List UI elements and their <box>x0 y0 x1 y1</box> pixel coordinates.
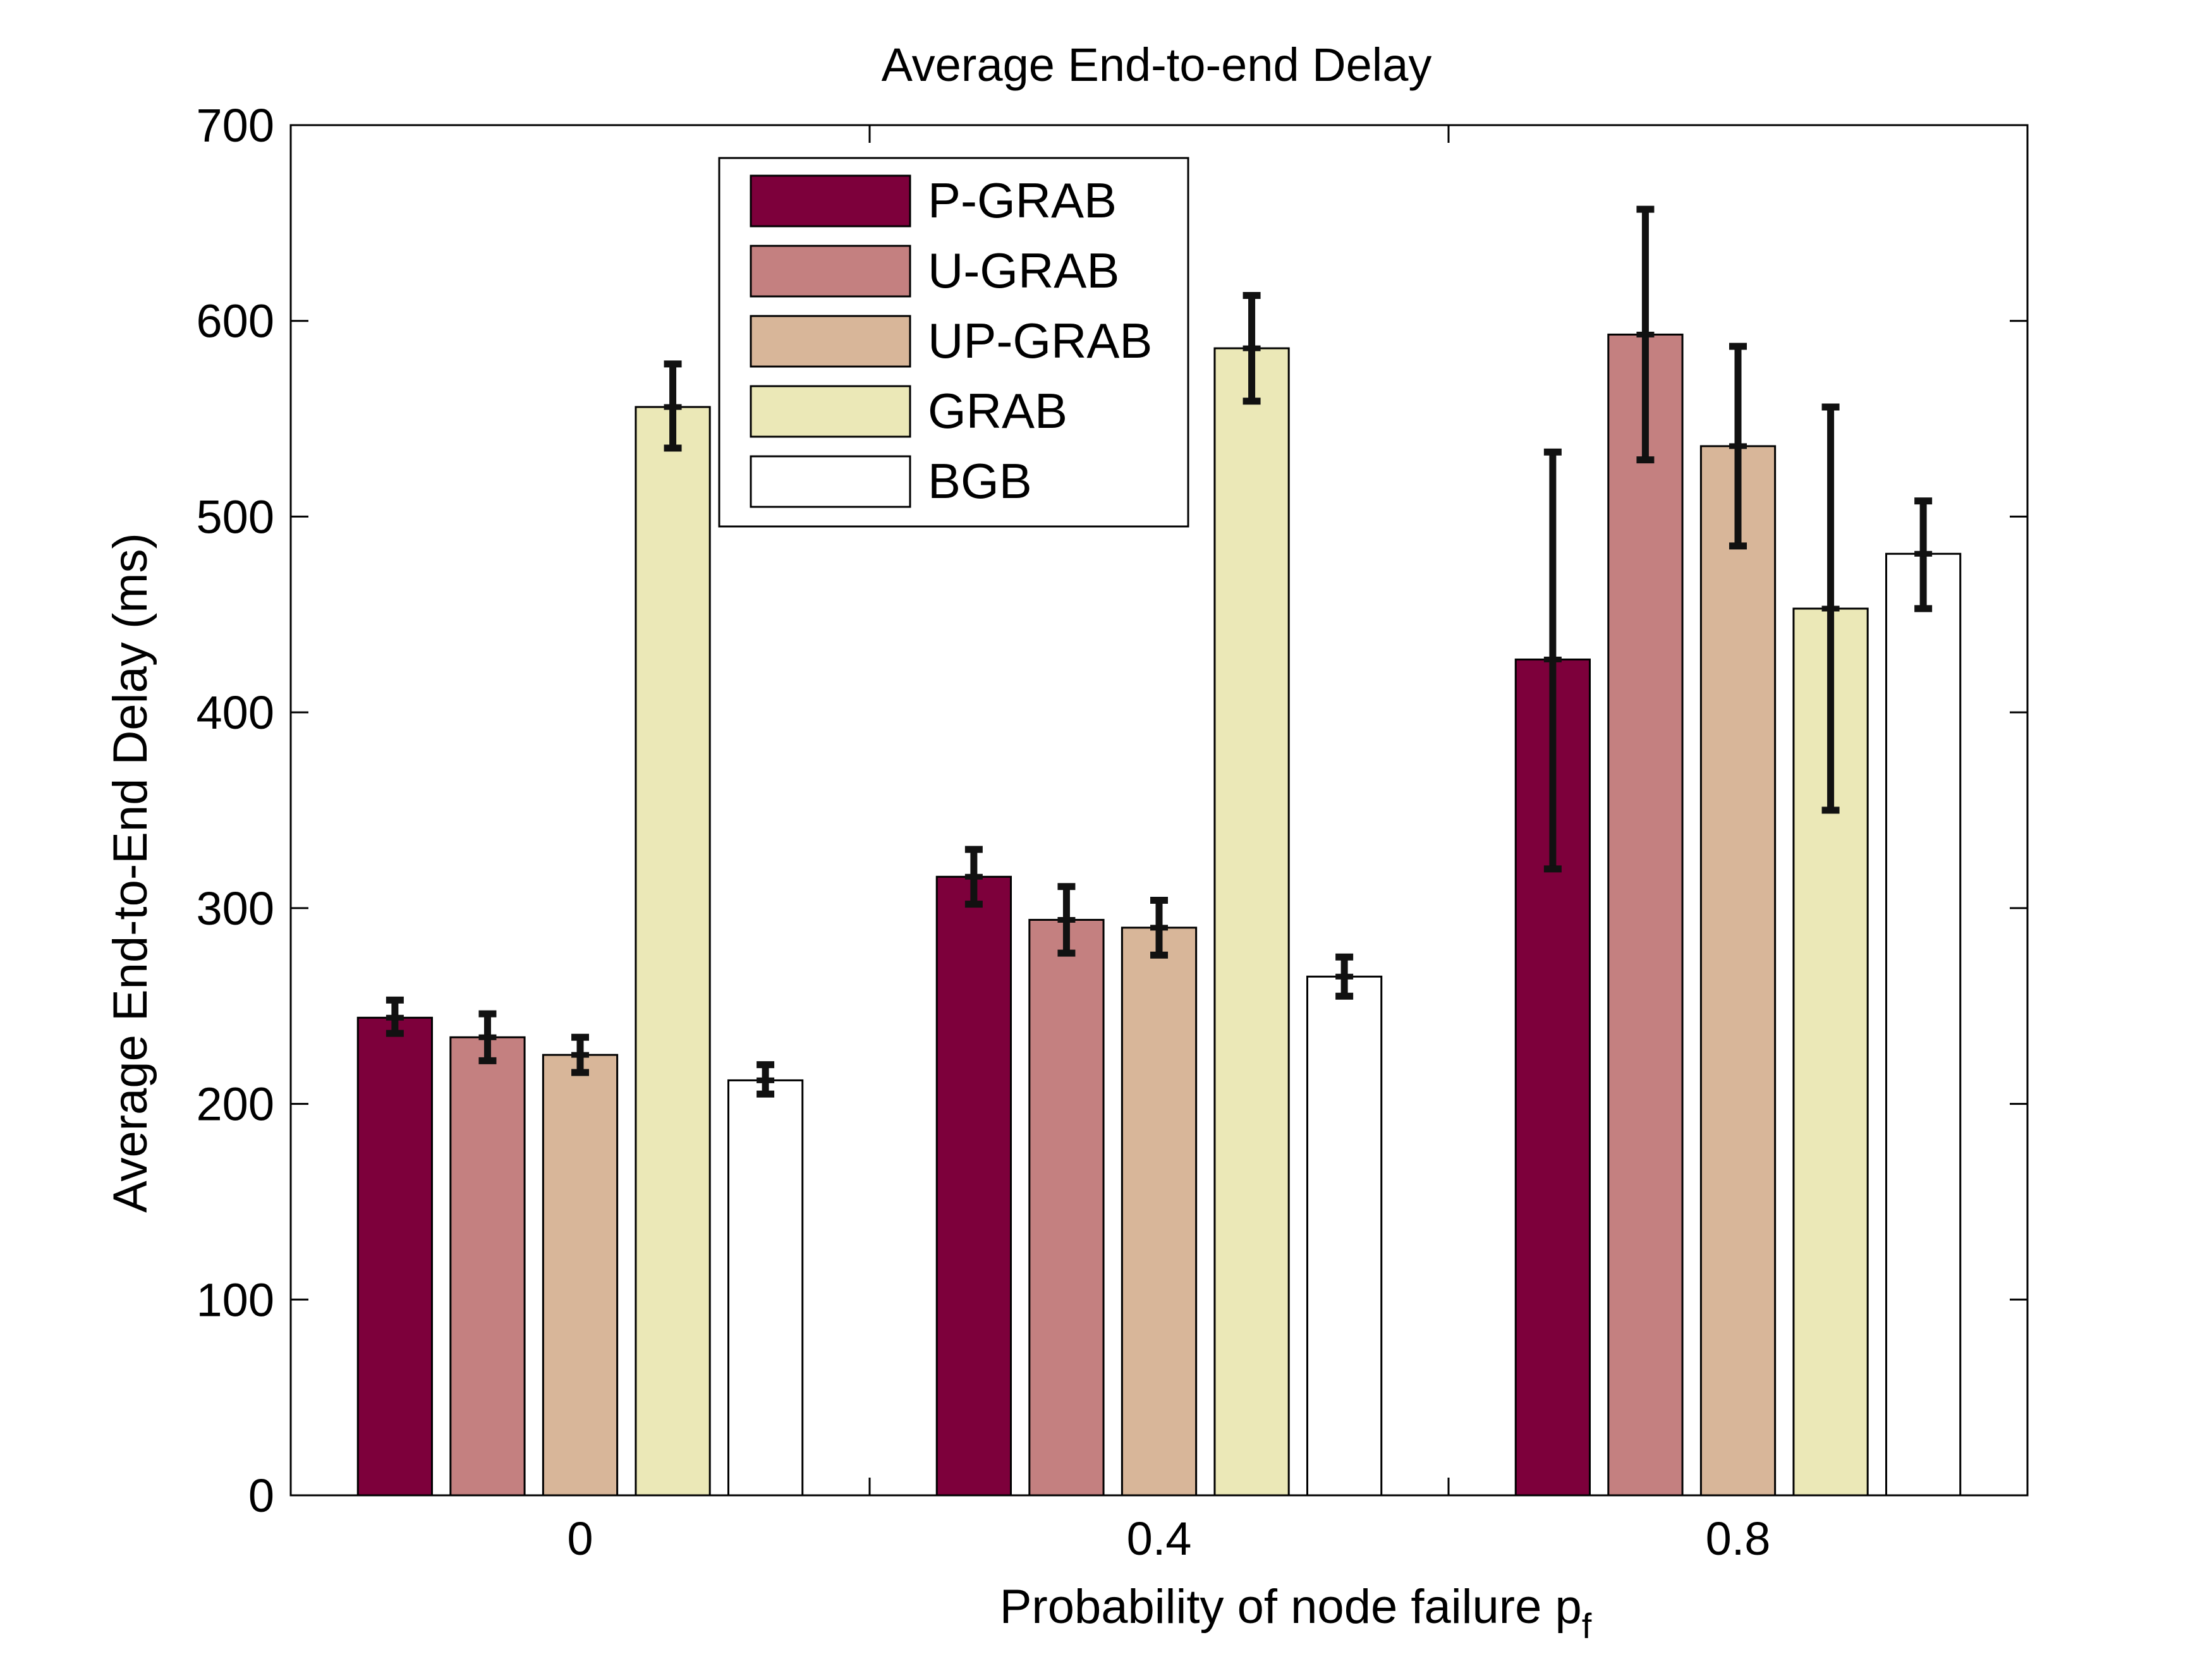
bar-bgb <box>1306 975 1383 1497</box>
y-tick-label: 100 <box>197 1273 274 1326</box>
error-bar-bgb <box>1914 497 1933 612</box>
bar-grab <box>635 406 711 1497</box>
legend-label: P-GRAB <box>928 173 1117 228</box>
x-axis-label: Probability of node failure pf <box>1000 1580 1592 1646</box>
chart-title: Average End-to-end Delay <box>882 39 1432 91</box>
legend-label: U-GRAB <box>928 243 1119 298</box>
legend-swatch <box>750 315 911 368</box>
legend-item-grab: GRAB <box>750 383 1067 439</box>
bar-u-grab <box>1607 333 1684 1497</box>
error-bar-p-grab <box>1543 448 1562 873</box>
bar-p-grab <box>356 1016 434 1497</box>
bar-up-grab <box>1699 445 1777 1497</box>
y-axis-label: Average End-to-End Delay (ms) <box>104 533 157 1213</box>
bar-u-grab <box>1028 918 1105 1497</box>
y-tick-label: 300 <box>197 882 274 935</box>
error-bar-p-grab <box>964 846 983 908</box>
y-tick-label: 600 <box>197 295 274 348</box>
bar-grab <box>1213 347 1290 1497</box>
legend-swatch <box>750 174 911 228</box>
error-bar-u-grab <box>1057 883 1076 957</box>
plot-area: 0 100 200 300 400 500 600 700 0 0.4 0.8 P-GRAB U-GRA… <box>197 99 2029 1565</box>
x-axis-label-main: Probability of node failure p <box>1000 1580 1582 1634</box>
error-bar-up-grab <box>571 1033 589 1076</box>
error-bar-up-grab <box>1150 896 1168 959</box>
y-tick-label: 0 <box>248 1469 274 1522</box>
bar-up-grab <box>542 1054 619 1497</box>
error-bar-grab <box>1821 403 1840 814</box>
bar-bgb <box>727 1079 804 1497</box>
error-bar-bgb <box>757 1061 775 1098</box>
error-bar-p-grab <box>386 996 404 1037</box>
legend: P-GRAB U-GRAB UP-GRAB GRAB BGB <box>718 157 1189 528</box>
error-bar-bgb <box>1335 953 1354 1000</box>
y-tick-label: 700 <box>197 99 274 152</box>
legend-swatch <box>750 385 911 438</box>
bar-up-grab <box>1121 927 1198 1497</box>
x-tick-label: 0.4 <box>1127 1512 1192 1565</box>
x-tick-label: 0 <box>567 1512 593 1565</box>
bar-p-grab <box>935 875 1012 1497</box>
error-bar-u-grab <box>1636 205 1655 464</box>
legend-label: GRAB <box>928 383 1067 439</box>
bar-u-grab <box>449 1036 526 1497</box>
bar-bgb <box>1885 552 1962 1497</box>
legend-swatch <box>750 245 911 298</box>
legend-item-up-grab: UP-GRAB <box>750 313 1152 368</box>
legend-label: BGB <box>928 453 1032 509</box>
legend-label: UP-GRAB <box>928 313 1152 368</box>
y-tick-label: 400 <box>197 686 274 739</box>
y-tick-label: 200 <box>197 1078 274 1131</box>
error-bar-grab <box>664 360 682 452</box>
legend-item-u-grab: U-GRAB <box>750 243 1119 298</box>
y-tick-label: 500 <box>197 490 274 543</box>
x-axis-label-subscript: f <box>1582 1606 1592 1646</box>
error-bar-grab <box>1243 291 1261 405</box>
legend-item-p-grab: P-GRAB <box>750 173 1117 228</box>
legend-item-bgb: BGB <box>750 453 1032 509</box>
legend-swatch <box>750 455 911 508</box>
x-tick-label: 0.8 <box>1706 1512 1771 1565</box>
error-bar-u-grab <box>478 1010 497 1064</box>
error-bar-up-grab <box>1729 343 1747 550</box>
